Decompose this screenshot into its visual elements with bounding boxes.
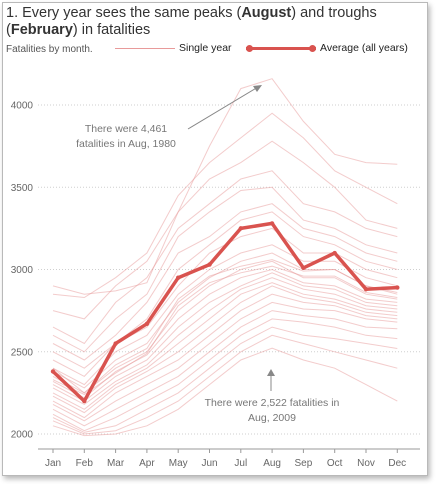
average-point xyxy=(207,262,212,267)
annotation-min-arrowhead xyxy=(267,369,275,376)
single-year-line xyxy=(52,301,398,422)
title-peak: August xyxy=(241,5,292,21)
single-year-line xyxy=(52,268,398,399)
average-point xyxy=(332,250,337,256)
x-tick-label: Jul xyxy=(234,458,247,469)
x-tick-label: Feb xyxy=(76,458,94,469)
legend-swatch-average xyxy=(246,44,316,52)
x-tick-label: Nov xyxy=(357,458,375,469)
single-year-line xyxy=(52,259,398,394)
annotation-max-arrowhead xyxy=(253,85,262,92)
average-point xyxy=(113,341,118,346)
single-year-line xyxy=(52,334,398,435)
single-year-line xyxy=(52,282,398,410)
annotation-max-text: There were 4,461 fatalities in Aug, 1980 xyxy=(76,123,176,150)
average-point xyxy=(176,275,181,280)
single-year-line xyxy=(52,326,398,433)
single-year-line xyxy=(52,140,398,320)
average-point xyxy=(269,221,275,226)
y-tick-label: 2500 xyxy=(11,347,34,358)
single-year-line xyxy=(52,272,398,402)
x-tick-label: May xyxy=(169,458,188,469)
chart-title: 1. Every year sees the same peaks (Augus… xyxy=(6,5,416,39)
single-year-line xyxy=(52,277,398,405)
title-mid: ) and troughs ( xyxy=(6,5,377,38)
single-year-line xyxy=(52,285,398,414)
average-line xyxy=(51,221,398,403)
y-tick-label: 4000 xyxy=(11,101,34,112)
y-tick-label: 2000 xyxy=(11,430,34,441)
average-point xyxy=(50,369,56,374)
x-tick-label: Aug xyxy=(263,458,281,469)
average-point xyxy=(238,226,243,231)
x-tick-label: Mar xyxy=(107,458,125,469)
x-tick-label: Jun xyxy=(201,458,217,469)
x-tick-label: Dec xyxy=(388,458,406,469)
average-point xyxy=(395,285,400,290)
average-point xyxy=(82,398,87,404)
single-year-line xyxy=(52,260,398,394)
single-year-line xyxy=(52,203,398,361)
single-year-line xyxy=(52,112,398,299)
title-post: ) in fatalities xyxy=(72,22,151,38)
x-tick-label: Sep xyxy=(295,458,313,469)
average-point xyxy=(144,321,150,326)
single-year-line xyxy=(52,293,398,419)
y-tick-label: 3500 xyxy=(11,183,34,194)
legend-average-dot xyxy=(309,44,316,52)
y-tick-label: 3000 xyxy=(11,265,34,276)
x-tick-label: Apr xyxy=(139,458,155,469)
legend-swatch-single-year xyxy=(115,47,175,49)
single-year-line xyxy=(52,78,398,295)
chart-frame xyxy=(2,2,428,476)
single-year-line xyxy=(52,318,398,432)
average-point xyxy=(301,265,306,271)
x-tick-label: Jan xyxy=(45,458,61,469)
single-year-line xyxy=(52,252,398,389)
single-year-line xyxy=(52,347,398,437)
average-point xyxy=(363,287,369,292)
annotation-max-arrow xyxy=(187,86,259,130)
x-tick-label: Oct xyxy=(327,458,343,469)
title-trough: February xyxy=(10,22,73,38)
annotation-min-text: There were 2,522 fatalities in Aug, 2009 xyxy=(205,397,340,424)
single-year-line xyxy=(52,186,398,353)
legend-item-single-year: Single year xyxy=(115,42,232,54)
legend-average-dot xyxy=(246,44,253,52)
title-pre: 1. Every year sees the same peaks ( xyxy=(6,5,242,21)
single-year-line xyxy=(52,265,398,396)
chart-subtitle: Fatalities by month. xyxy=(6,44,93,55)
single-year-line xyxy=(52,310,398,427)
legend-label-single-year: Single year xyxy=(179,42,232,54)
single-year-line xyxy=(52,244,398,386)
single-year-line xyxy=(52,211,398,369)
legend-label-average: Average (all years) xyxy=(320,42,408,54)
single-year-line xyxy=(52,170,398,345)
legend-item-average: Average (all years) xyxy=(246,42,408,54)
